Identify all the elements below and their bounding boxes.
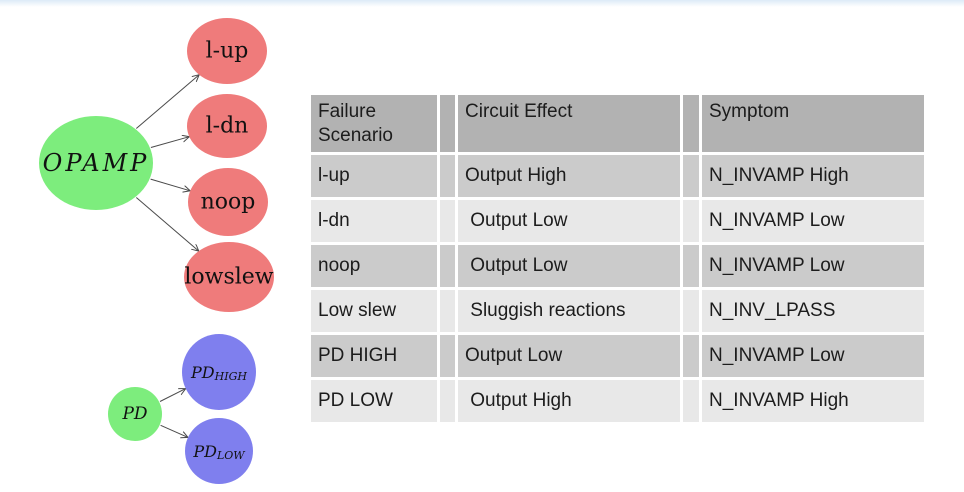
header-cell-symptom: Symptom bbox=[702, 95, 924, 152]
header-spacer-cell bbox=[440, 95, 455, 152]
cell-scenario: l-dn bbox=[311, 200, 437, 242]
cell-effect: Output High bbox=[458, 380, 680, 422]
failure-scenario-table: Failure Scenario Circuit Effect Symptom … bbox=[311, 95, 924, 422]
node-label: PDLOW bbox=[192, 442, 246, 462]
node-l-dn: l-dn bbox=[187, 94, 267, 158]
cell-effect: Output High bbox=[458, 155, 680, 197]
cell-symptom: N_INV_LPASS bbox=[702, 290, 924, 332]
node-label: OPAMP bbox=[43, 149, 150, 177]
node-opamp: OPAMP bbox=[39, 116, 153, 210]
edge-opamp-to-noop bbox=[150, 178, 191, 191]
cell-symptom: N_INVAMP Low bbox=[702, 200, 924, 242]
cell-symptom: N_INVAMP Low bbox=[702, 335, 924, 377]
node-label: l-dn bbox=[206, 114, 249, 139]
cell-scenario: Low slew bbox=[311, 290, 437, 332]
node-shape bbox=[108, 387, 162, 441]
node-shape bbox=[184, 242, 274, 312]
cell-scenario: PD LOW bbox=[311, 380, 437, 422]
node-noop: noop bbox=[188, 168, 268, 236]
edge-opamp-to-l_up bbox=[135, 75, 199, 129]
node-shape bbox=[187, 18, 267, 84]
cell-effect: Sluggish reactions bbox=[458, 290, 680, 332]
row-spacer-cell bbox=[440, 200, 455, 242]
node-shape bbox=[185, 418, 253, 484]
node-lowslew: lowslew bbox=[184, 242, 274, 312]
cell-scenario: l-up bbox=[311, 155, 437, 197]
cell-symptom: N_INVAMP High bbox=[702, 380, 924, 422]
row-spacer-cell bbox=[440, 380, 455, 422]
cell-effect: Output Low bbox=[458, 335, 680, 377]
row-spacer-cell bbox=[683, 155, 699, 197]
node-pd-high: PDHIGH bbox=[182, 334, 256, 410]
edge-pd-to-pd_low bbox=[160, 424, 188, 437]
node-pd: PD bbox=[108, 387, 162, 441]
node-label: lowslew bbox=[184, 265, 273, 290]
window-top-edge bbox=[0, 0, 964, 7]
node-shape bbox=[39, 116, 153, 210]
cell-effect: Output Low bbox=[458, 245, 680, 287]
node-shape bbox=[182, 334, 256, 410]
row-spacer-cell bbox=[683, 290, 699, 332]
node-shape bbox=[187, 94, 267, 158]
edge-opamp-to-l_dn bbox=[150, 137, 189, 148]
row-spacer-cell bbox=[440, 335, 455, 377]
row-spacer-cell bbox=[440, 290, 455, 332]
row-spacer-cell bbox=[683, 380, 699, 422]
row-spacer-cell bbox=[683, 200, 699, 242]
cell-scenario: PD HIGH bbox=[311, 335, 437, 377]
cell-effect: Output Low bbox=[458, 200, 680, 242]
row-spacer-cell bbox=[683, 245, 699, 287]
header-spacer-cell bbox=[683, 95, 699, 152]
edge-opamp-to-lowslew bbox=[135, 197, 199, 252]
node-pd-low: PDLOW bbox=[185, 418, 253, 484]
node-label: PDHIGH bbox=[190, 363, 247, 383]
node-label: noop bbox=[201, 190, 256, 215]
cell-symptom: N_INVAMP High bbox=[702, 155, 924, 197]
cell-symptom: N_INVAMP Low bbox=[702, 245, 924, 287]
edge-pd-to-pd_high bbox=[159, 389, 186, 402]
node-label: l-up bbox=[206, 39, 249, 64]
header-cell-failure-scenario: Failure Scenario bbox=[311, 95, 437, 152]
node-label: PD bbox=[121, 404, 147, 424]
node-shape bbox=[188, 168, 268, 236]
row-spacer-cell bbox=[440, 245, 455, 287]
row-spacer-cell bbox=[683, 335, 699, 377]
header-cell-circuit-effect: Circuit Effect bbox=[458, 95, 680, 152]
row-spacer-cell bbox=[440, 155, 455, 197]
cell-scenario: noop bbox=[311, 245, 437, 287]
node-l-up: l-up bbox=[187, 18, 267, 84]
fault-tree-diagram: OPAMP l-up l-dn noop lowslew PD PDHIGH PDLOW bbox=[39, 18, 274, 484]
